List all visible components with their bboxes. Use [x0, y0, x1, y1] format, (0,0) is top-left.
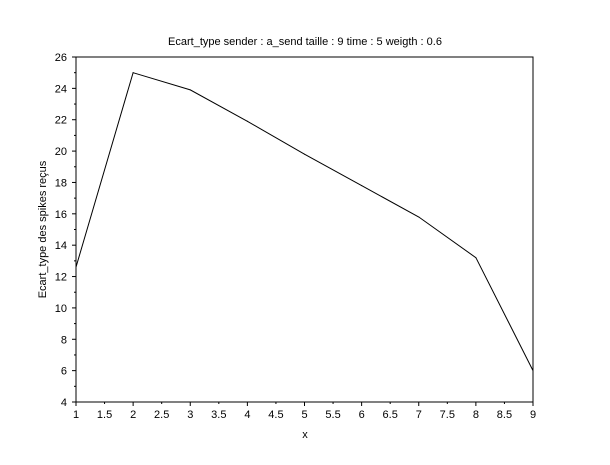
- series-point: [246, 120, 248, 122]
- x-tick-label: 9: [530, 409, 536, 421]
- series-point: [532, 370, 534, 372]
- series-point: [132, 72, 134, 74]
- y-tick-label: 12: [55, 272, 67, 284]
- y-tick-label: 10: [55, 303, 67, 315]
- x-axis-tick-labels: 1 1.5 2 2.5 3 3.5 4 4.5 5 5.5 6 6.5 7 7.5 8 8.5 9: [73, 409, 536, 421]
- x-tick-label: 3.5: [211, 409, 226, 421]
- x-tick-label: 4.5: [268, 409, 283, 421]
- y-tick-label: 14: [55, 240, 67, 252]
- y-tick-label: 4: [61, 397, 67, 409]
- y-tick-label: 26: [55, 52, 67, 64]
- y-tick-label: 24: [55, 83, 67, 95]
- y-tick-label: 18: [55, 177, 67, 189]
- series-points: [75, 72, 534, 372]
- x-tick-label: 2: [130, 409, 136, 421]
- x-tick-label: 8.5: [497, 409, 512, 421]
- x-tick-label: 4: [244, 409, 250, 421]
- series-point: [189, 89, 191, 91]
- y-tick-label: 6: [61, 366, 67, 378]
- x-axis-label: x: [302, 429, 308, 441]
- x-tick-label: 2.5: [154, 409, 169, 421]
- y-axis-ticks: [72, 56, 76, 403]
- y-tick-label: 16: [55, 209, 67, 221]
- series-line: [75, 72, 534, 371]
- series-point: [475, 257, 477, 259]
- x-tick-label: 5: [301, 409, 307, 421]
- series-point: [304, 153, 305, 155]
- x-tick-label: 1: [73, 409, 79, 421]
- series-point: [75, 266, 77, 268]
- x-tick-label: 6.5: [383, 409, 398, 421]
- x-tick-label: 5.5: [325, 409, 340, 421]
- series-point: [418, 216, 420, 218]
- x-tick-label: 7: [416, 409, 422, 421]
- y-tick-label: 8: [61, 334, 67, 346]
- x-tick-label: 6: [359, 409, 365, 421]
- chart-title: Ecart_type sender : a_send taille : 9 ti…: [168, 36, 442, 48]
- plot-frame: [75, 56, 534, 403]
- x-axis-ticks: [75, 402, 534, 406]
- y-axis-tick-labels: 4 6 8 10 12 14 16 18 20 22 24 26: [55, 52, 67, 409]
- x-tick-label: 3: [187, 409, 193, 421]
- series-point: [361, 185, 363, 187]
- x-tick-label: 1.5: [97, 409, 112, 421]
- y-tick-label: 22: [55, 115, 67, 127]
- x-tick-label: 7.5: [440, 409, 455, 421]
- y-axis-label: Ecart_type des spikes reçus: [37, 160, 49, 298]
- x-tick-label: 8: [473, 409, 479, 421]
- y-tick-label: 20: [55, 146, 67, 158]
